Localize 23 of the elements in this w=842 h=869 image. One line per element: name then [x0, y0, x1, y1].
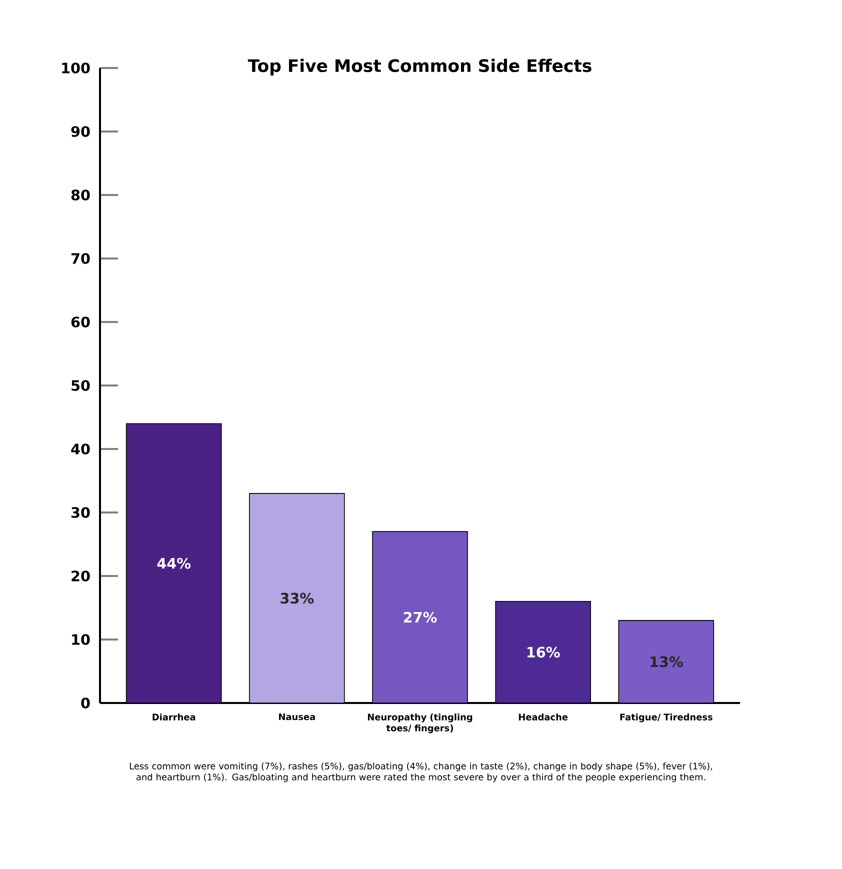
x-tick-label: Neuropathy (tingling toes/ fingers): [368, 714, 472, 734]
y-tick-label: 80: [71, 190, 90, 200]
text: Less common were vomiting (7%), rashes (5%), gas/bloating (4%), change in taste (2%), change in body shape (5%), fever (1%), and heartburn (1%). Gas/bloating and heartburn were rated the most severe by over a third of the people experiencing them.: [130, 762, 712, 782]
y-tick-label: 40: [71, 444, 90, 454]
data-label: 44%: [157, 558, 191, 569]
data-label: 27%: [404, 612, 437, 623]
x-tick-label: Headache: [518, 714, 568, 720]
y-tick-label: 100: [62, 62, 90, 74]
data-label: 13%: [650, 656, 683, 668]
y-tick-label: 20: [72, 570, 90, 582]
y-tick-label: 60: [71, 316, 90, 328]
x-tick-label: Diarrhea: [152, 714, 196, 720]
x-tick-label: Fatigue/ Tiredness: [620, 714, 712, 722]
y-tick-label: 90: [71, 126, 90, 137]
data-label: 16%: [528, 646, 560, 658]
chart-title: Top Five Most Common Side Effects: [248, 58, 592, 76]
y-tick-label: 10: [72, 634, 90, 645]
x-tick-label: Nausea: [279, 714, 315, 720]
y-tick-label: 0: [81, 698, 90, 708]
y-tick-label: 70: [71, 253, 90, 264]
y-tick-label: 50: [72, 380, 90, 391]
y-tick-label: 30: [71, 507, 90, 518]
data-label: 33%: [280, 592, 314, 604]
